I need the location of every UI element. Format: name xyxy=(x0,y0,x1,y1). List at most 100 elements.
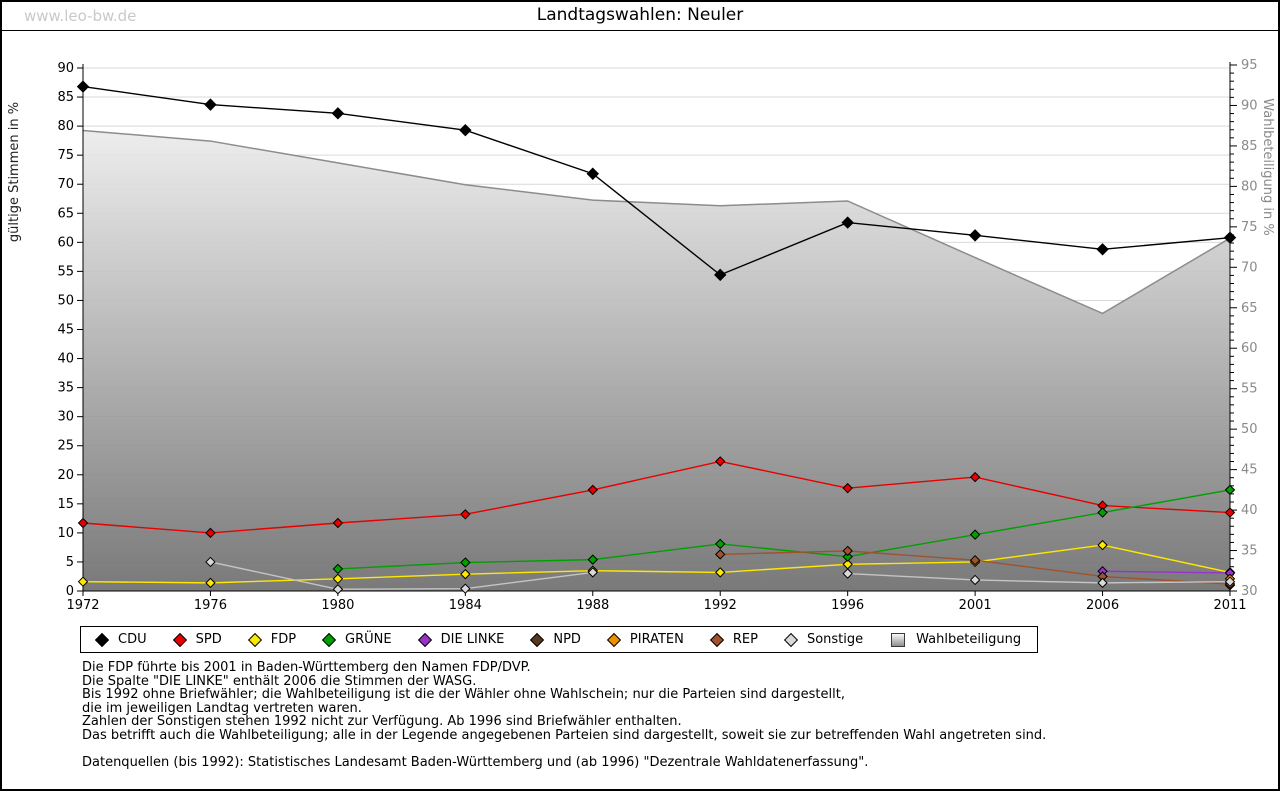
left-tick-label: 30 xyxy=(57,410,74,425)
series-marker xyxy=(969,529,981,540)
series-marker xyxy=(332,584,344,595)
x-tick-label: 1980 xyxy=(321,598,354,613)
diamond-icon xyxy=(247,632,262,647)
left-axis-title: gültige Stimmen in % xyxy=(7,102,22,242)
series-line xyxy=(847,572,1231,584)
series-marker xyxy=(587,567,598,578)
series-line xyxy=(82,85,1231,276)
page-title: Landtagswahlen: Neuler xyxy=(536,5,744,25)
series-line xyxy=(82,460,1231,534)
x-tick-label: 1984 xyxy=(449,598,482,613)
series-marker xyxy=(77,517,89,529)
legend-item-sonstige: Sonstige xyxy=(783,632,863,647)
legend-item-npd: NPD xyxy=(530,632,581,647)
series-marker xyxy=(969,554,981,566)
turnout-swatch-icon xyxy=(891,632,906,647)
right-tick-label: 55 xyxy=(1241,382,1258,397)
series-marker xyxy=(332,517,344,529)
left-tick-label: 35 xyxy=(57,381,74,396)
x-tick-label: 2001 xyxy=(959,598,992,613)
legend-label: PIRATEN xyxy=(629,632,684,647)
right-tick-label: 95 xyxy=(1241,58,1258,73)
series-marker xyxy=(714,268,727,282)
note-line: Bis 1992 ohne Briefwähler; die Wahlbetei… xyxy=(82,687,845,702)
series-marker xyxy=(842,545,853,557)
series-marker xyxy=(460,509,471,520)
left-tick-label: 40 xyxy=(57,352,74,367)
left-tick-label: 20 xyxy=(57,468,74,483)
header-divider xyxy=(2,30,1278,31)
diamond-icon xyxy=(783,632,799,647)
legend-label: FDP xyxy=(270,632,297,647)
diamond-icon xyxy=(606,632,621,647)
series-marker xyxy=(204,98,217,111)
series-sonstige xyxy=(205,556,1236,595)
legend-item-wahlbeteiligung: Wahlbeteiligung xyxy=(891,632,1021,647)
series-line xyxy=(337,489,1231,570)
series-marker xyxy=(76,80,90,93)
right-tick-label: 60 xyxy=(1241,341,1258,356)
legend-label: DIE LINKE xyxy=(440,632,505,647)
series-marker xyxy=(1223,231,1237,244)
diamond-icon xyxy=(321,632,337,647)
left-tick-label: 50 xyxy=(57,293,74,308)
left-tick-label: 5 xyxy=(66,555,74,570)
series-marker xyxy=(842,482,853,494)
left-tick-label: 10 xyxy=(57,526,74,541)
turnout-area xyxy=(83,130,1230,591)
right-tick-label: 85 xyxy=(1241,139,1258,154)
series-line xyxy=(1102,570,1231,574)
legend-label: CDU xyxy=(118,632,147,647)
x-tick-label: 1988 xyxy=(576,598,609,613)
left-tick-label: 60 xyxy=(57,235,74,250)
series-marker xyxy=(715,567,726,578)
left-tick-label: 55 xyxy=(57,264,74,279)
series-marker xyxy=(842,551,853,562)
note-line: Die Spalte "DIE LINKE" enthält 2006 die … xyxy=(82,673,477,689)
series-marker xyxy=(205,556,216,568)
series-marker xyxy=(1224,484,1236,496)
legend-item-piraten: PIRATEN xyxy=(606,632,684,647)
legend-label: Wahlbeteiligung xyxy=(916,632,1022,647)
turnout-series xyxy=(82,129,1231,591)
series-marker xyxy=(715,549,726,560)
series-marker xyxy=(587,484,598,496)
series-line xyxy=(82,544,1231,584)
legend-item-gr-ne: GRÜNE xyxy=(321,632,392,647)
x-tick-label: 2006 xyxy=(1086,598,1119,613)
series-marker xyxy=(1097,539,1108,551)
series-marker xyxy=(332,563,344,575)
data-source: Datenquellen (bis 1992): Statistisches L… xyxy=(82,755,869,770)
axes: 0 5 10 15 20 25 30 35 40 45 50 55 60 65 70 75 80 85 90 30 35… xyxy=(57,58,1257,613)
series-marker xyxy=(586,167,599,180)
left-tick-label: 65 xyxy=(57,206,74,221)
right-tick-label: 30 xyxy=(1241,584,1258,599)
left-tick-label: 45 xyxy=(57,323,74,338)
note-line: die im jeweiligen Landtag vertreten ware… xyxy=(82,700,362,716)
series-marker xyxy=(77,576,89,587)
legend: CDU SPD FDP GRÜNE DIE LINKE NPD PIRATEN REP Sons… xyxy=(80,626,1039,653)
series-marker xyxy=(969,471,981,483)
legend-item-die-linke: DIE LINKE xyxy=(417,632,505,647)
diamond-icon xyxy=(94,632,110,647)
x-tick-label: 2011 xyxy=(1213,598,1246,613)
series-marker xyxy=(715,456,726,467)
watermark: www.leo-bw.de xyxy=(24,7,137,25)
series-marker xyxy=(1224,507,1236,518)
x-tick-label: 1992 xyxy=(704,598,737,613)
legend-item-cdu: CDU xyxy=(94,632,147,647)
series-marker xyxy=(969,574,981,586)
series-marker xyxy=(968,229,982,242)
series-marker xyxy=(460,583,471,594)
election-chart: 0 5 10 15 20 25 30 35 40 45 50 55 60 65 70 75 80 85 90 30 35… xyxy=(7,58,1275,613)
diamond-icon xyxy=(172,632,187,647)
right-tick-label: 35 xyxy=(1241,544,1258,559)
diamond-icon xyxy=(417,632,432,647)
left-tick-label: 15 xyxy=(57,497,74,512)
note-line: Die FDP führte bis 2001 in Baden-Württem… xyxy=(82,660,531,675)
legend-item-fdp: FDP xyxy=(247,632,297,647)
legend-label: GRÜNE xyxy=(345,632,392,647)
series-marker xyxy=(332,573,344,585)
right-tick-label: 45 xyxy=(1241,463,1258,478)
series-marker xyxy=(715,538,726,550)
